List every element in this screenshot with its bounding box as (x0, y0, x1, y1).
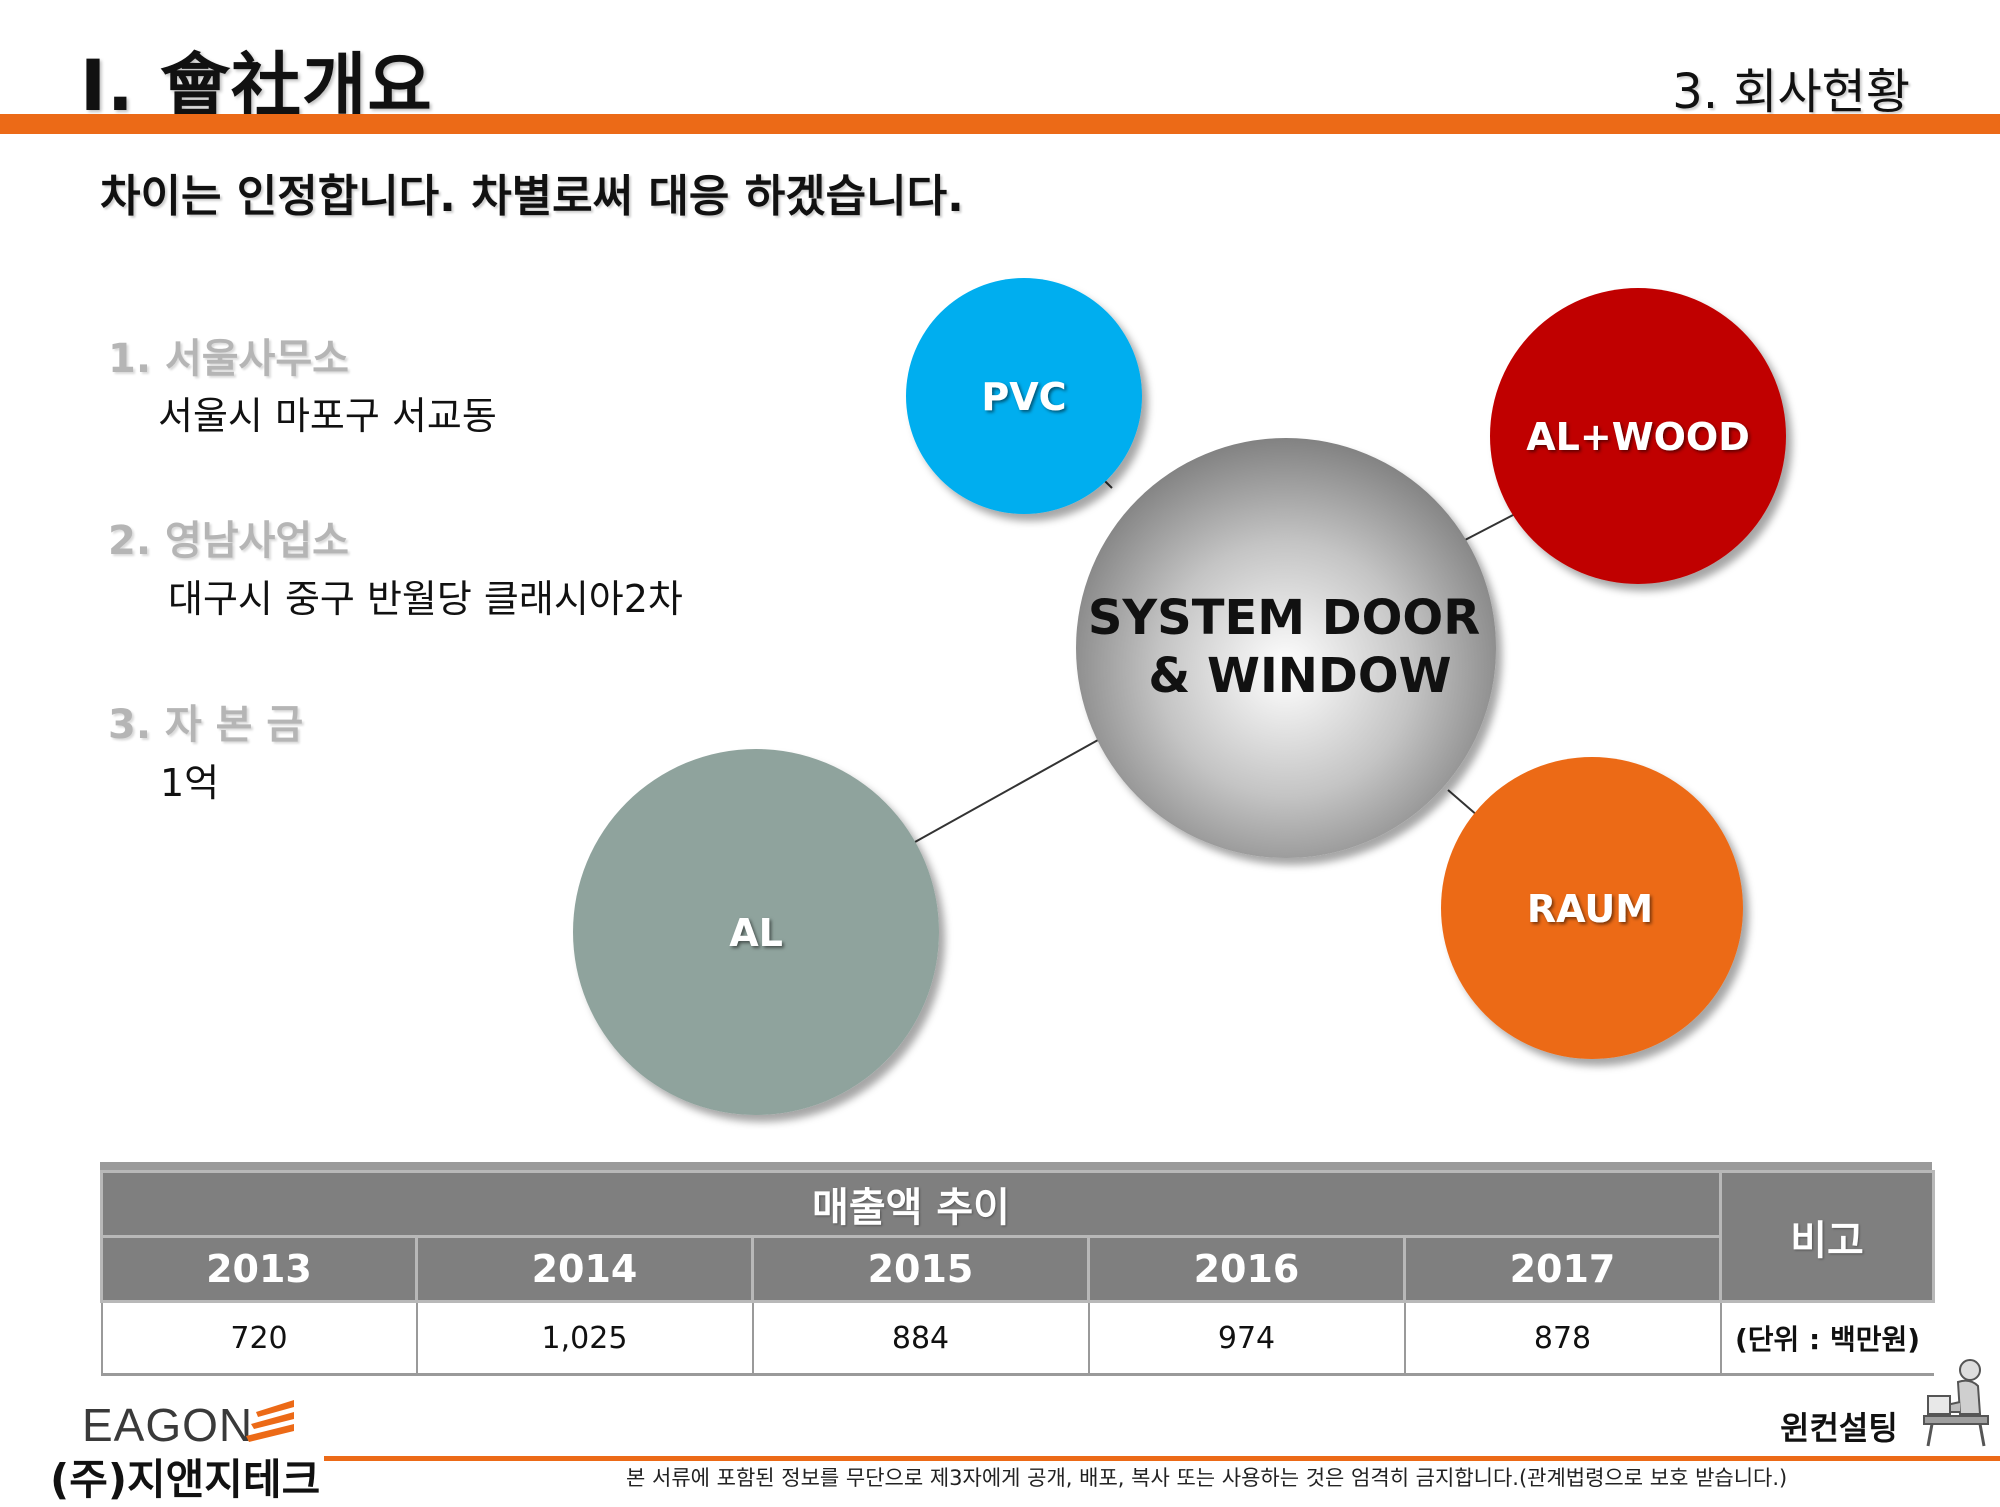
eagon-logo: EAGON (82, 1399, 254, 1451)
label-center-line2: & WINDOW (1148, 648, 1451, 704)
label-al: AL (729, 911, 783, 955)
year-2013: 2013 (100, 1235, 418, 1303)
connector-al (914, 739, 1099, 843)
footer-divider (324, 1456, 2000, 1461)
connector-raum (1447, 789, 1479, 817)
table-top-rule (100, 1162, 1932, 1172)
person-at-desk-icon (1923, 1359, 1989, 1447)
product-diagram: PVC AL+WOOD AL RAUM SYSTEM DOOR & WINDOW (573, 278, 1786, 1115)
table-row: 720 1,025 884 974 878 (단위 : 백만원) (100, 1300, 1934, 1376)
connector-al-wood (1464, 513, 1516, 541)
label-pvc: PVC (981, 375, 1066, 419)
year-2015: 2015 (751, 1235, 1090, 1303)
label-raum: RAUM (1527, 887, 1653, 931)
info-value-yeongnam: 대구시 중구 반월당 클래시아2차 (168, 577, 683, 621)
eagon-logo-mark-icon (246, 1400, 294, 1442)
consulting-name: 윈컨설팅 (1780, 1409, 1898, 1447)
value-2016: 974 (1087, 1300, 1406, 1376)
bubble-raum (1441, 757, 1743, 1059)
header-divider (0, 114, 2000, 134)
info-heading-seoul: 1. 서울사무소 (108, 336, 349, 382)
value-2017: 878 (1403, 1300, 1722, 1376)
info-value-seoul: 서울시 마포구 서교동 (158, 394, 497, 438)
info-heading-capital: 3. 자 본 금 (108, 702, 304, 748)
disclaimer: 본 서류에 포함된 정보를 무단으로 제3자에게 공개, 배포, 복사 또는 사… (626, 1466, 1788, 1490)
tagline: 차이는 인정합니다. 차별로써 대응 하겠습니다. (100, 171, 964, 222)
label-center-line1: SYSTEM DOOR (1088, 590, 1480, 646)
year-2016: 2016 (1087, 1235, 1406, 1303)
value-2014: 1,025 (415, 1300, 754, 1376)
sales-title: 매출액 추이 (100, 1170, 1722, 1238)
value-2015: 884 (751, 1300, 1090, 1376)
sales-table: 매출액 추이 비고 2013 2014 2015 2016 2017 720 1… (100, 1170, 1935, 1376)
year-2017: 2017 (1403, 1235, 1722, 1303)
section-title: 3. 회사현황 (1672, 64, 1910, 120)
unit-note: (단위 : 백만원) (1719, 1300, 1934, 1376)
label-al-wood: AL+WOOD (1526, 415, 1750, 459)
bubble-center (1076, 438, 1496, 858)
bubble-al (573, 749, 939, 1115)
info-value-capital: 1억 (160, 761, 220, 805)
info-heading-yeongnam: 2. 영남사업소 (108, 518, 349, 564)
page-title: Ⅰ. 會社개요 (80, 45, 433, 127)
value-2013: 720 (100, 1300, 418, 1376)
bubble-al-wood (1490, 288, 1786, 584)
table-row: 2013 2014 2015 2016 2017 (100, 1235, 1934, 1303)
note-header: 비고 (1719, 1170, 1935, 1303)
company-name: (주)지앤지테크 (50, 1455, 321, 1504)
year-2014: 2014 (415, 1235, 754, 1303)
bubble-pvc (906, 278, 1142, 514)
